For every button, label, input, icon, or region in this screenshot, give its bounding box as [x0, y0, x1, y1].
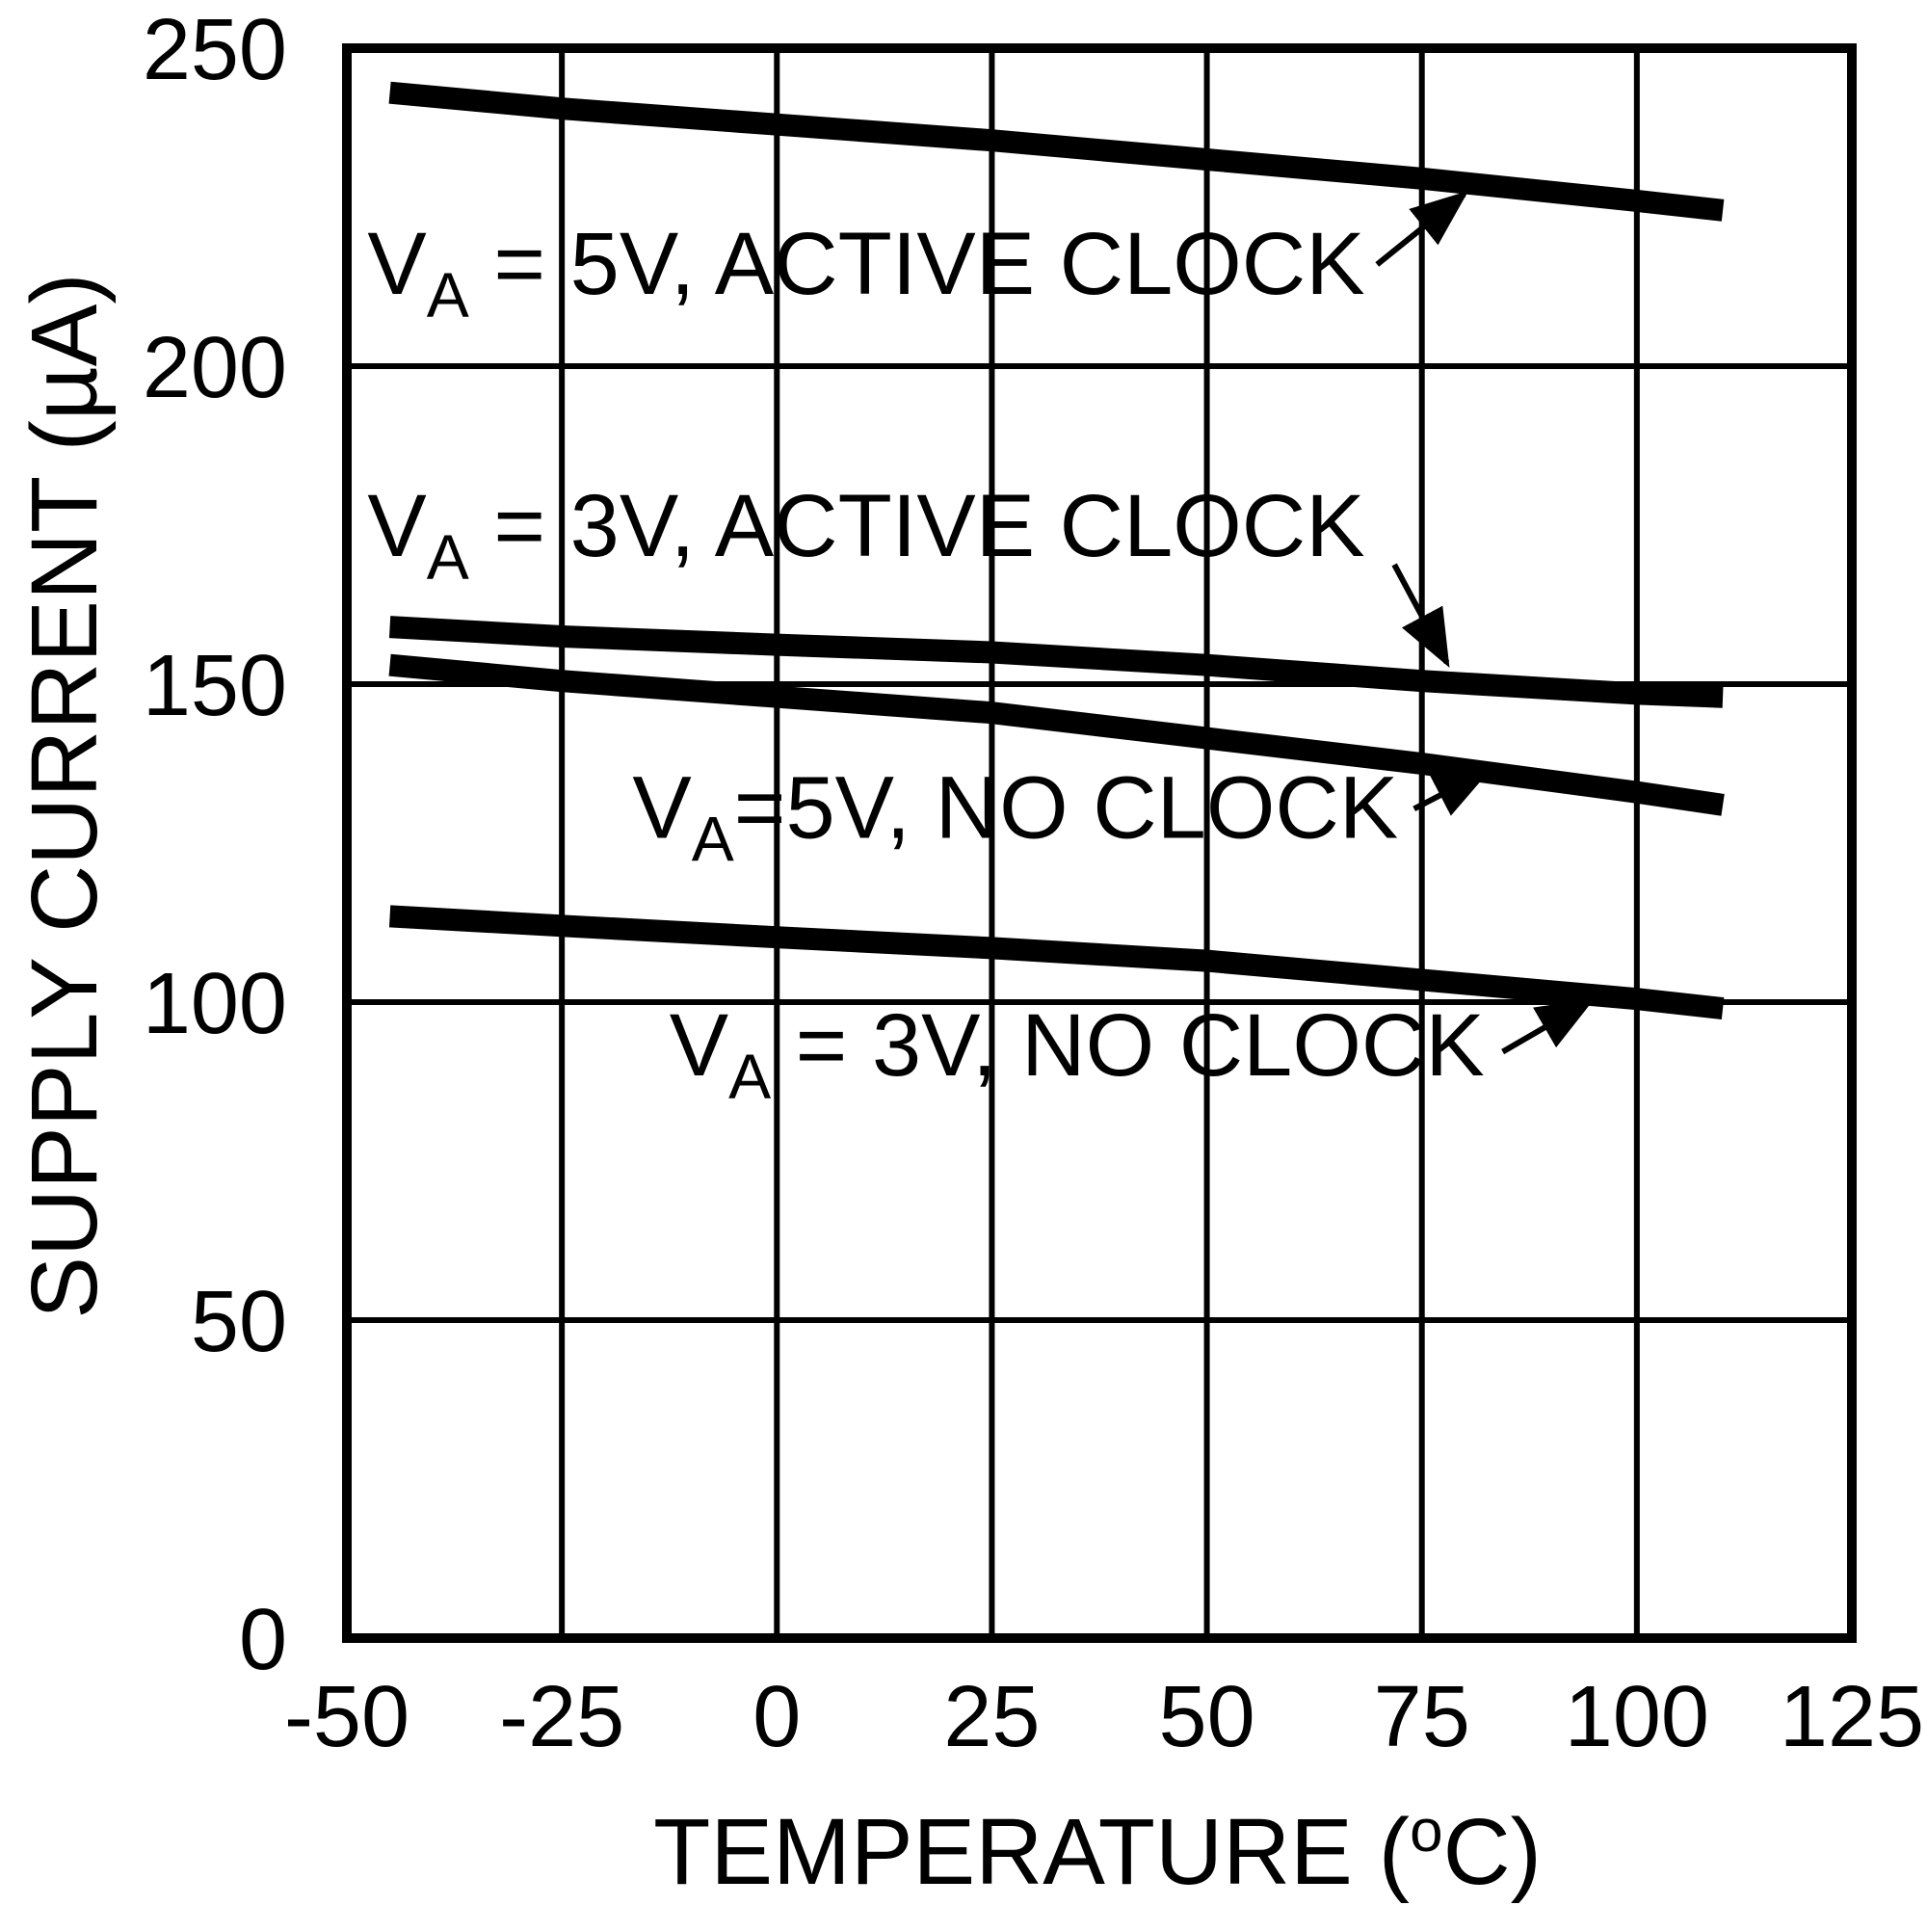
label-va-5v-no-clock: VA=5V, NO CLOCK	[632, 758, 1398, 874]
x-tick-label--25: -25	[499, 1669, 624, 1765]
y-axis-title: SUPPLY CURRENT (µA)	[12, 273, 117, 1318]
x-tick-label-125: 125	[1780, 1669, 1924, 1765]
y-tick-label-0: 0	[239, 1592, 287, 1688]
curve-va-3v-no-clock	[388, 905, 1725, 1020]
x-tick-label--50: -50	[284, 1669, 409, 1765]
y-tick-label-100: 100	[143, 956, 287, 1052]
curve-va-5v-no-clock	[388, 653, 1725, 816]
x-tick-label-0: 0	[752, 1669, 801, 1765]
y-tick-label-150: 150	[143, 638, 287, 734]
label-va-3v-no-clock-arrow	[1501, 998, 1595, 1055]
plot-frame	[342, 43, 1857, 1643]
x-axis-title: TEMPERATURE (oC)	[653, 1798, 1542, 1904]
x-tick-label-25: 25	[943, 1669, 1040, 1765]
label-va-5v-no-clock-arrow	[1412, 768, 1491, 816]
y-tick-label-50: 50	[191, 1274, 287, 1370]
y-tick-label-250: 250	[143, 2, 287, 98]
y-tick-label-200: 200	[143, 320, 287, 416]
x-tick-label-50: 50	[1159, 1669, 1255, 1765]
x-tick-label-75: 75	[1374, 1669, 1470, 1765]
x-tick-label-100: 100	[1565, 1669, 1709, 1765]
curve-va-5v-active-clock	[388, 81, 1725, 222]
label-va-3v-no-clock: VA = 3V, NO CLOCK	[670, 996, 1485, 1112]
label-va-5v-active-clock: VA = 5V, ACTIVE CLOCK	[367, 215, 1364, 331]
label-va-5v-active-clock-arrow	[1375, 191, 1469, 267]
label-va-3v-active-clock: VA = 3V, ACTIVE CLOCK	[367, 477, 1364, 593]
curve-va-3v-active-clock	[388, 616, 1724, 708]
label-va-3v-active-clock-arrow	[1391, 563, 1450, 668]
